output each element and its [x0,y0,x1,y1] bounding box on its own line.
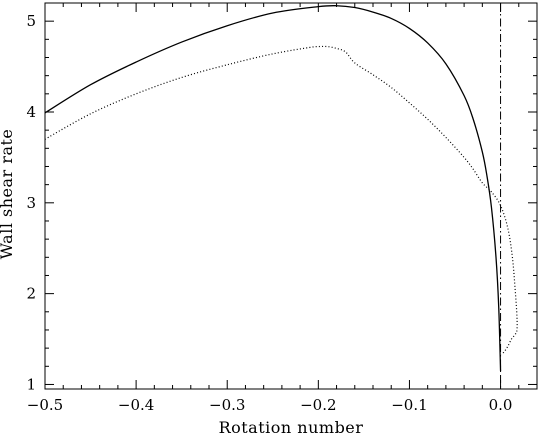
x-tick-labels: −0.5 −0.4 −0.3 −0.2 −0.1 0.0 [27,396,513,414]
x-axis-title: Rotation number [219,418,364,434]
x-tick-label: −0.3 [209,396,245,414]
x-tick-label: −0.1 [391,396,427,414]
series-dotted-line [44,45,518,355]
y-tick-label: 4 [26,103,36,121]
y-tick-label: 1 [26,375,36,393]
y-tick-label: 3 [26,194,36,212]
x-tick-label: −0.2 [300,396,336,414]
y-tick-label: 2 [26,285,36,303]
y-tick-label: 5 [26,12,36,30]
x-tick-label: −0.4 [118,396,154,414]
x-tick-label: −0.5 [27,396,63,414]
plot-frame [44,2,538,390]
y-tick-labels: 1 2 3 4 5 [26,12,36,393]
y-axis-title: Wall shear rate [0,129,16,260]
series-solid-line [44,4,502,371]
x-tick-label: 0.0 [489,396,513,414]
axis-ticks [44,2,537,389]
